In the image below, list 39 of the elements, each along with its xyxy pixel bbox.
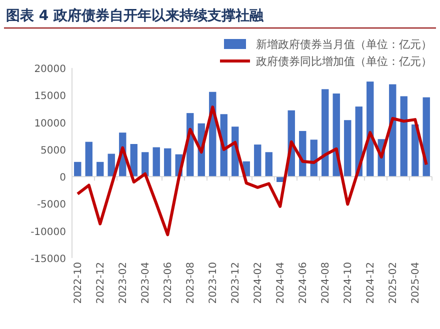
x-tick-label: 2024-10 [343, 262, 354, 304]
bar [164, 148, 172, 177]
y-tick-label: -5000 [36, 200, 66, 211]
bar [265, 152, 272, 177]
y-tick-label: 20000 [34, 64, 66, 75]
bar [152, 147, 160, 177]
x-tick-label: 2024-04 [276, 262, 287, 304]
x-tick-label: 2023-06 [163, 262, 174, 304]
bar [400, 96, 408, 177]
x-tick-label: 2023-12 [230, 262, 242, 304]
x-tick-label: 2023-02 [118, 262, 130, 304]
y-tick-label: 5000 [40, 145, 66, 156]
x-tick-label: 2024-06 [298, 262, 310, 304]
x-tick-label: 2023-10 [208, 262, 220, 304]
x-tick-label: 2022-12 [96, 262, 107, 304]
bar [85, 142, 92, 177]
legend-label: 政府债券同比增加值（单位：亿元） [256, 55, 432, 68]
bar [344, 120, 352, 177]
chart-title: 图表 4 政府债券自开年以来持续支撑社融 [6, 7, 264, 24]
y-tick-label: 10000 [34, 118, 66, 130]
bar [96, 162, 104, 177]
bar [254, 144, 262, 177]
x-tick-label: 2024-02 [253, 262, 264, 304]
x-tick-label: 2024-08 [320, 262, 332, 304]
x-tick-label: 2025-02 [388, 262, 400, 304]
line-series [76, 106, 428, 236]
x-tick-label: 2023-08 [186, 262, 197, 304]
x-tick-label: 2023-04 [140, 262, 152, 304]
bar [74, 162, 82, 177]
y-tick-label: -10000 [30, 226, 66, 238]
x-tick-label: 2022-10 [73, 262, 84, 304]
x-tick-label: 2024-12 [366, 262, 377, 304]
x-tick-label: 2025-04 [410, 262, 422, 304]
y-tick-label: -15000 [30, 254, 66, 265]
bar [130, 144, 138, 177]
y-tick-label: 15000 [34, 91, 66, 102]
y-tick-label: 0 [60, 172, 66, 184]
legend-label: 新增政府债券当月值（单位：亿元） [256, 38, 432, 51]
bar [322, 89, 329, 177]
